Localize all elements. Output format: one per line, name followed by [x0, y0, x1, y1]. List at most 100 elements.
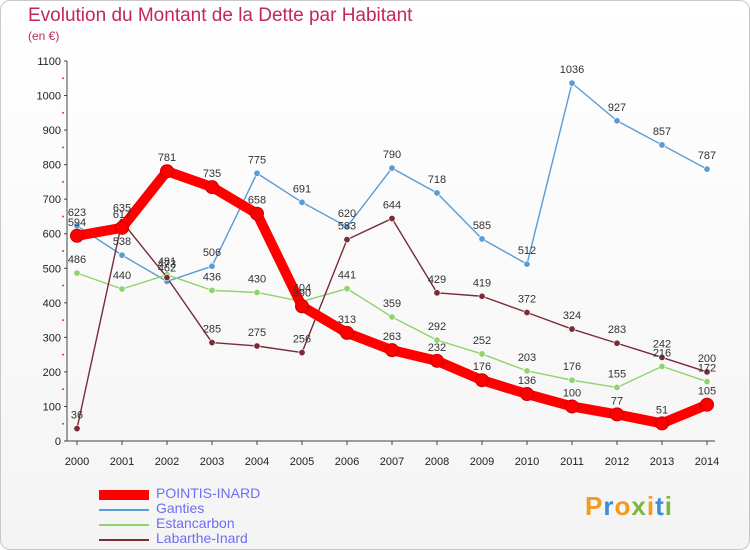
data-point-ganties — [388, 164, 396, 172]
data-point-estancarbon — [478, 350, 486, 358]
data-point-pointis-inard — [700, 397, 714, 412]
data-point-labarthe-inard — [613, 339, 621, 347]
legend-label: Ganties — [156, 500, 205, 516]
y-tick-label: 300 — [43, 332, 61, 344]
data-label-estancarbon: 203 — [518, 352, 536, 364]
logo-letter: i — [664, 491, 673, 521]
data-point-labarthe-inard — [433, 289, 441, 297]
data-label-estancarbon: 359 — [383, 298, 401, 310]
data-label-labarthe-inard: 200 — [698, 353, 716, 365]
data-label-ganties: 691 — [293, 183, 311, 195]
x-tick-label: 2004 — [245, 456, 269, 468]
data-point-estancarbon — [343, 285, 351, 293]
data-point-ganties — [523, 260, 531, 268]
data-label-ganties: 462 — [158, 262, 176, 274]
data-label-estancarbon: 486 — [68, 254, 86, 266]
y-tick-label: 1000 — [37, 91, 61, 103]
data-point-pointis-inard — [565, 399, 579, 414]
data-point-ganties — [613, 117, 621, 125]
legend-swatch — [99, 524, 149, 526]
y-tick-label: 100 — [43, 401, 61, 413]
data-point-estancarbon — [703, 378, 711, 386]
data-label-estancarbon: 481 — [158, 256, 176, 268]
data-point-labarthe-inard — [298, 349, 306, 357]
data-label-labarthe-inard: 644 — [383, 200, 401, 212]
data-point-estancarbon — [523, 367, 531, 375]
data-label-estancarbon: 430 — [248, 273, 266, 285]
data-label-ganties: 538 — [113, 236, 131, 248]
x-tick-label: 2009 — [470, 456, 494, 468]
y-tick-label: 0 — [55, 436, 61, 448]
data-label-labarthe-inard: 285 — [203, 324, 221, 336]
x-tick-label: 2010 — [515, 456, 539, 468]
y-minor-tick — [62, 250, 64, 252]
data-point-pointis-inard — [340, 325, 354, 340]
data-label-pointis-inard: 594 — [68, 217, 86, 229]
logo-letter: P — [585, 491, 604, 521]
data-point-ganties — [298, 198, 306, 206]
data-point-pointis-inard — [160, 164, 174, 179]
logo-letter: x — [631, 491, 647, 521]
y-tick-label: 400 — [43, 298, 61, 310]
data-label-estancarbon: 216 — [653, 347, 671, 359]
data-label-ganties: 927 — [608, 102, 626, 114]
data-label-pointis-inard: 658 — [248, 195, 266, 207]
data-point-estancarbon — [208, 286, 216, 294]
x-tick-label: 2001 — [110, 456, 134, 468]
data-point-labarthe-inard — [658, 353, 666, 361]
data-point-labarthe-inard — [568, 325, 576, 333]
legend-label: Labarthe-Inard — [156, 530, 248, 546]
y-minor-tick — [62, 215, 64, 218]
data-point-labarthe-inard — [343, 236, 351, 244]
data-label-pointis-inard: 617 — [113, 209, 131, 221]
data-point-ganties — [343, 223, 351, 231]
data-point-pointis-inard — [655, 416, 669, 431]
x-tick-label: 2011 — [560, 456, 584, 468]
data-point-labarthe-inard — [208, 339, 216, 347]
data-label-labarthe-inard: 473 — [158, 259, 176, 271]
data-point-estancarbon — [433, 336, 441, 344]
x-tick-label: 2008 — [425, 456, 449, 468]
data-point-ganties — [478, 235, 486, 243]
y-tick-label: 900 — [43, 125, 61, 137]
data-point-ganties — [208, 262, 216, 270]
legend-swatch — [99, 539, 149, 541]
data-label-pointis-inard: 176 — [473, 361, 491, 373]
data-point-labarthe-inard — [73, 425, 81, 433]
x-tick-label: 2007 — [380, 456, 404, 468]
data-point-pointis-inard — [115, 220, 129, 235]
y-minor-tick — [62, 388, 64, 391]
data-label-pointis-inard: 390 — [293, 287, 311, 299]
x-tick-label: 2014 — [695, 456, 719, 468]
data-point-pointis-inard — [205, 180, 219, 195]
data-point-pointis-inard — [250, 206, 264, 221]
data-point-estancarbon — [658, 362, 666, 370]
legend-swatch — [99, 490, 149, 500]
data-label-ganties: 1036 — [560, 64, 584, 76]
proxiti-logo: Proxiti — [585, 491, 673, 522]
data-point-ganties — [568, 79, 576, 87]
data-point-pointis-inard — [475, 373, 489, 388]
data-label-pointis-inard: 735 — [203, 168, 221, 180]
legend-swatch — [99, 509, 149, 511]
x-tick-label: 2002 — [155, 456, 179, 468]
data-label-ganties: 585 — [473, 220, 491, 232]
data-point-ganties — [118, 251, 126, 259]
data-label-ganties: 620 — [338, 208, 356, 220]
chart-title: Evolution du Montant de la Dette par Hab… — [28, 5, 413, 26]
data-point-labarthe-inard — [163, 274, 171, 282]
data-label-ganties: 512 — [518, 245, 536, 257]
y-minor-tick — [62, 111, 64, 114]
data-label-ganties: 623 — [68, 207, 86, 219]
data-label-labarthe-inard: 283 — [608, 324, 626, 336]
data-label-pointis-inard: 781 — [158, 152, 176, 164]
x-tick-label: 2003 — [200, 456, 224, 468]
data-label-estancarbon: 252 — [473, 335, 491, 347]
x-tick-label: 2013 — [650, 456, 674, 468]
logo-letter: t — [655, 491, 665, 521]
legend-label: Estancarbon — [156, 515, 235, 531]
data-point-pointis-inard — [385, 343, 399, 358]
data-label-estancarbon: 155 — [608, 368, 626, 380]
